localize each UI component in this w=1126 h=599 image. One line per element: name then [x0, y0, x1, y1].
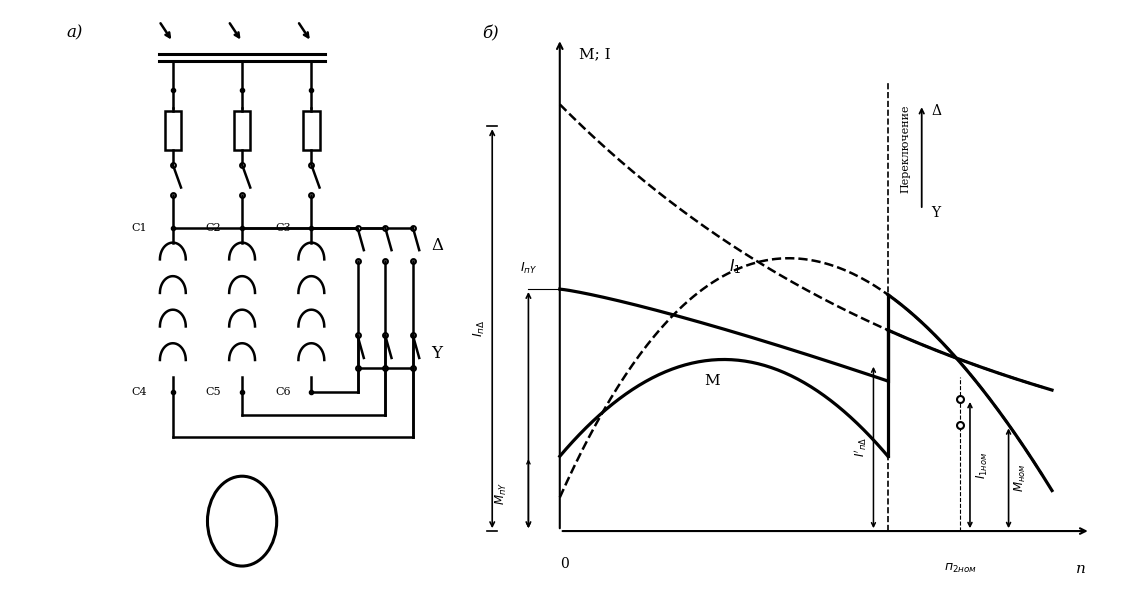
Text: С4: С4: [132, 387, 148, 397]
Text: Переключение: Переключение: [900, 104, 910, 193]
Text: Y: Y: [931, 205, 940, 219]
Text: M: M: [705, 374, 721, 389]
Bar: [234, 111, 250, 150]
Text: Δ: Δ: [931, 104, 941, 119]
Text: Y: Y: [431, 345, 443, 362]
Text: С2: С2: [206, 223, 222, 232]
Text: С5: С5: [206, 387, 222, 397]
Text: $I_{п\Delta}$: $I_{п\Delta}$: [472, 320, 488, 337]
Text: $I_{пY}$: $I_{пY}$: [520, 261, 537, 276]
Text: Δ: Δ: [431, 237, 444, 254]
Text: $M_{пY}$: $M_{пY}$: [494, 482, 509, 505]
Text: С3: С3: [275, 223, 291, 232]
Text: М; I: М; I: [579, 47, 610, 61]
Text: $п_{2ном}$: $п_{2ном}$: [944, 562, 977, 575]
Text: п: п: [1076, 562, 1085, 576]
Text: а): а): [66, 24, 83, 41]
Text: $I'_{п\Delta}$: $I'_{п\Delta}$: [852, 437, 868, 458]
Text: 0: 0: [561, 558, 569, 571]
Text: $M_{ном}$: $M_{ном}$: [1013, 464, 1028, 492]
Text: $I_{1ном}$: $I_{1ном}$: [975, 452, 990, 479]
Text: б): б): [483, 25, 499, 42]
Bar: [164, 111, 181, 150]
Text: $I_1$: $I_1$: [729, 258, 741, 277]
Bar: [303, 111, 320, 150]
Text: С1: С1: [132, 223, 148, 232]
Text: С6: С6: [275, 387, 291, 397]
